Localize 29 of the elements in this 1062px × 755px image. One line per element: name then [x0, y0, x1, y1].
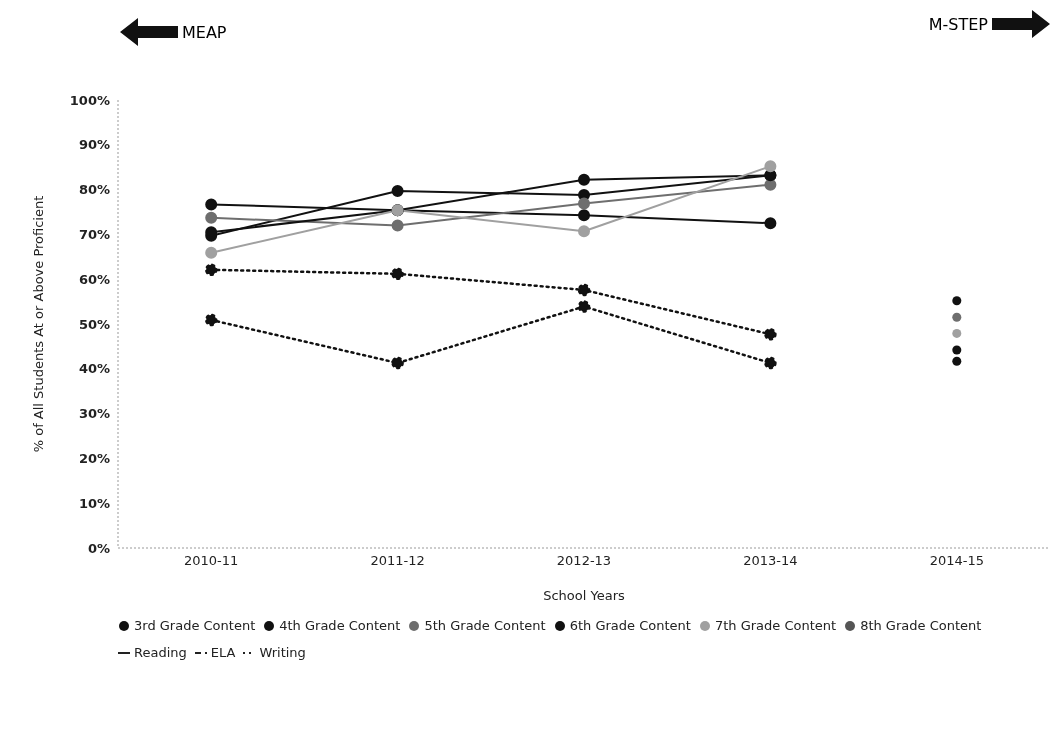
y-axis-title: % of All Students At or Above Proficient [30, 195, 46, 453]
y-tick-label: 60% [78, 271, 110, 287]
legend-label: 5th Grade Content [423, 618, 546, 633]
legend-label: 6th Grade Content [568, 618, 691, 633]
y-tick-label: 0% [87, 540, 110, 556]
text: M-STEP [928, 14, 988, 34]
legend-label: 8th Grade Content [859, 618, 982, 633]
y-tick-label: 100% [69, 92, 110, 108]
y-tick-label: 10% [78, 495, 110, 511]
x-tick-label: 2010-11 [184, 553, 239, 569]
text: MEAP [182, 22, 227, 42]
x-axis-title: School Years [543, 588, 626, 603]
y-tick-label: 50% [78, 316, 110, 332]
text: Reading [133, 645, 187, 660]
x-tick-label: 2012-13 [556, 553, 612, 569]
x-tick-label: 2011-12 [370, 553, 425, 569]
y-tick-label: 90% [78, 137, 110, 153]
text: ELA [209, 645, 236, 660]
y-tick-label: 40% [78, 361, 110, 377]
x-tick-label: 2014-15 [929, 553, 984, 569]
y-tick-label: 80% [78, 182, 110, 198]
legend-label: 3rd Grade Content [133, 618, 256, 633]
text: Writing [258, 645, 306, 660]
y-tick-label: 30% [78, 406, 110, 422]
legend-label: 7th Grade Content [713, 618, 837, 633]
x-tick-label: 2013-14 [743, 553, 798, 569]
y-tick-label: 70% [78, 227, 110, 243]
legend-label: 4th Grade Content [278, 618, 401, 633]
y-tick-label: 20% [78, 451, 110, 467]
